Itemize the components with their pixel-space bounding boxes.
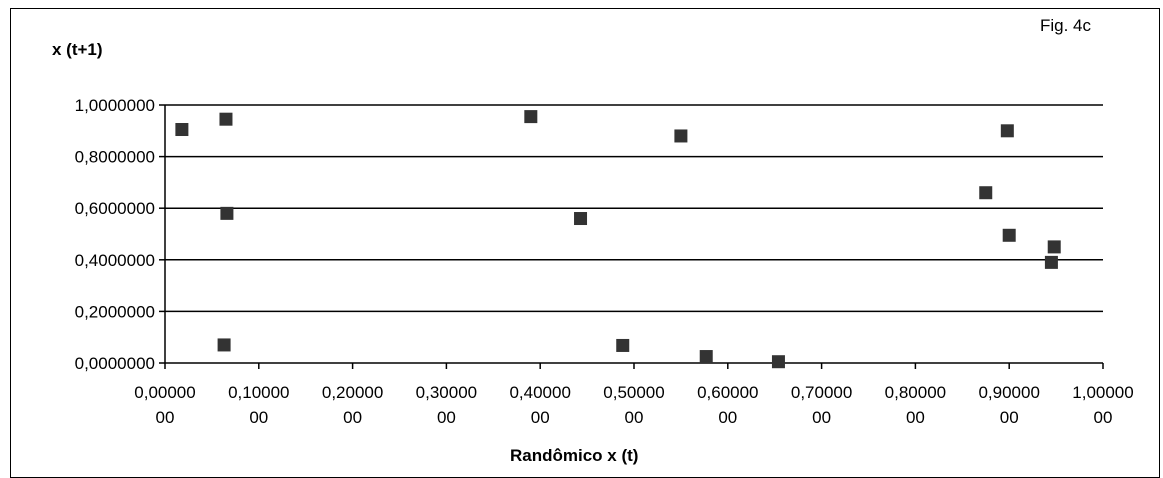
x-tick-labels: 0,00000 00 0,10000 00 0,20000 00 0,30000 00 0,40… — [134, 383, 1133, 427]
data-point — [1044, 255, 1058, 269]
x-tick-label-line2: 00 — [1000, 408, 1019, 427]
data-point — [616, 338, 630, 352]
data-point — [217, 338, 231, 352]
chart-frame — [10, 8, 1160, 478]
x-tick-label-line2: 00 — [906, 408, 925, 427]
y-tick-label: 0,2000000 — [75, 302, 155, 321]
x-tick-label-line2: 00 — [812, 408, 831, 427]
x-tick-label-line2: 00 — [718, 408, 737, 427]
x-tick-label: 0,70000 — [791, 383, 852, 402]
x-tick-label-line2: 00 — [156, 408, 175, 427]
x-tick-label-line2: 00 — [531, 408, 550, 427]
data-points — [175, 110, 1061, 369]
x-tick-label: 0,80000 — [885, 383, 946, 402]
data-point — [524, 110, 538, 124]
x-tick-label: 0,00000 — [134, 383, 195, 402]
axes — [159, 104, 1104, 369]
data-point — [979, 186, 993, 200]
y-tick-label: 0,6000000 — [75, 199, 155, 218]
x-tick-label-line2: 00 — [437, 408, 456, 427]
data-point — [1002, 228, 1016, 242]
x-tick-label: 0,10000 — [228, 383, 289, 402]
x-tick-label: 0,30000 — [416, 383, 477, 402]
data-point — [1047, 240, 1061, 254]
data-point — [771, 355, 785, 369]
x-tick-label-line2: 00 — [343, 408, 362, 427]
data-point — [674, 129, 688, 143]
y-tick-label: 0,8000000 — [75, 148, 155, 167]
x-tick-label: 0,50000 — [603, 383, 664, 402]
x-tick-label-line2: 00 — [249, 408, 268, 427]
y-tick-labels: 0,0000000 0,2000000 0,4000000 0,6000000 0,80… — [75, 96, 155, 373]
x-axis-title: Randômico x (t) — [510, 446, 639, 465]
data-point — [220, 206, 234, 220]
x-tick-label: 0,40000 — [509, 383, 570, 402]
data-point — [175, 123, 189, 137]
scatter-chart: 0,00000000,20000000,40000000,60000000,80… — [75, 96, 1134, 427]
gridlines — [165, 104, 1103, 313]
x-tick-label-line2: 00 — [625, 408, 644, 427]
x-tick-label: 0,20000 — [322, 383, 383, 402]
y-tick-label: 1,0000000 — [75, 96, 155, 115]
data-point — [699, 350, 713, 364]
x-tick-label: 0,60000 — [697, 383, 758, 402]
x-tick-label-line2: 00 — [1094, 408, 1113, 427]
data-point — [219, 112, 233, 126]
data-point — [574, 212, 588, 226]
x-tick-label: 0,90000 — [978, 383, 1039, 402]
y-tick-label: 0,0000000 — [75, 354, 155, 373]
figure-label: Fig. 4c — [1040, 16, 1092, 35]
y-axis-title: x (t+1) — [52, 40, 103, 59]
data-point — [1000, 124, 1014, 138]
y-tick-label: 0,4000000 — [75, 251, 155, 270]
x-tick-label: 1,00000 — [1072, 383, 1133, 402]
